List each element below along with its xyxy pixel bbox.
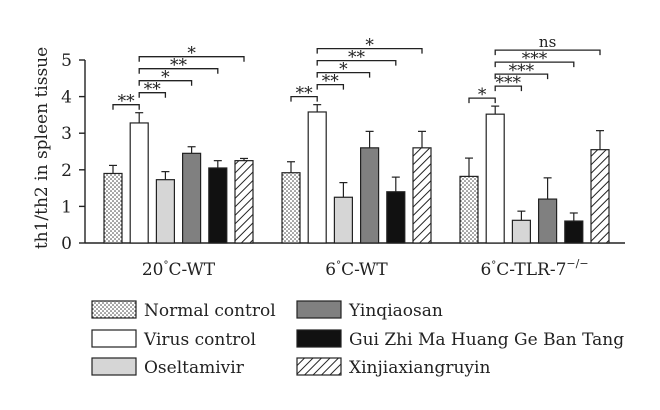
significance-bracket <box>138 92 167 98</box>
legend-swatch <box>91 329 137 348</box>
bar <box>155 179 175 244</box>
significance-brackets: **************************ns <box>112 33 601 112</box>
significance-label: ** <box>296 84 314 104</box>
significance-bracket <box>138 80 193 86</box>
legend-label: Gui Zhi Ma Huang Ge Ban Tang <box>349 330 624 350</box>
legend-label: Yinqiaosan <box>348 301 443 321</box>
significance-label: *** <box>522 49 548 69</box>
significance-bracket <box>290 96 318 102</box>
bar <box>590 149 610 244</box>
bar <box>511 219 532 244</box>
bar <box>281 172 301 244</box>
significance-bracket <box>494 85 523 92</box>
legend-label: Virus control <box>143 330 256 350</box>
y-tick-label: 0 <box>61 234 72 254</box>
group-label: 20°C-WT <box>142 260 216 280</box>
y-tick-label: 1 <box>61 197 72 217</box>
bar <box>129 122 149 244</box>
legend-label: Oseltamivir <box>144 358 245 378</box>
bar <box>307 111 327 244</box>
significance-bracket <box>494 73 549 80</box>
y-tick-label: 4 <box>61 88 72 108</box>
bars <box>103 104 610 244</box>
bar <box>103 172 123 244</box>
significance-label: * <box>161 68 170 88</box>
significance-bracket <box>316 84 345 90</box>
bar <box>564 220 584 244</box>
significance-bracket <box>138 56 245 62</box>
legend-label: Normal control <box>144 301 276 321</box>
significance-label: * <box>339 60 348 80</box>
significance-bracket <box>494 49 601 56</box>
bar <box>459 175 479 244</box>
bar <box>412 147 432 244</box>
significance-bracket <box>316 72 371 78</box>
significance-label: ** <box>170 56 188 76</box>
significance-label: * <box>187 44 196 64</box>
y-axis-label: th1/th2 in spleen tissue <box>32 47 52 249</box>
bar <box>485 113 505 244</box>
significance-label: ** <box>144 80 162 100</box>
significance-label: ** <box>118 92 136 112</box>
significance-bracket <box>138 68 219 74</box>
legend-swatch <box>296 329 342 348</box>
bar <box>234 160 254 244</box>
significance-label: * <box>365 36 374 56</box>
significance-label: ** <box>348 48 366 68</box>
axes: 0 1 2 3 4 5 20°C-WT 6°C-WT 6°C-TLR-7−/− <box>61 51 625 280</box>
y-tick-label: 3 <box>61 124 72 144</box>
group-label: 6°C-WT <box>325 260 388 280</box>
significance-label: * <box>478 85 487 105</box>
significance-label: ** <box>322 72 340 92</box>
significance-bracket <box>316 48 423 54</box>
legend-swatch <box>91 357 137 376</box>
significance-label: ns <box>539 33 556 51</box>
bar <box>333 196 353 244</box>
significance-label: *** <box>509 61 535 81</box>
legend-swatch <box>296 357 342 376</box>
bar <box>182 152 202 244</box>
legend-swatch <box>91 300 137 319</box>
significance-bracket <box>316 60 397 66</box>
bar <box>386 191 406 244</box>
legend: Normal control Virus control Oseltamivir Yi… <box>91 300 624 378</box>
group-label: 6°C-TLR-7−/− <box>480 257 588 280</box>
bar <box>537 198 558 244</box>
significance-bracket <box>494 61 575 68</box>
y-tick-label: 2 <box>61 161 72 181</box>
bar <box>208 167 228 244</box>
significance-bracket <box>468 97 496 104</box>
legend-label: Xinjiaxiangruyin <box>349 358 490 378</box>
legend-swatch <box>296 300 342 319</box>
bar <box>360 147 380 244</box>
significance-bracket <box>112 104 140 110</box>
y-tick-label: 5 <box>61 51 72 71</box>
significance-label: *** <box>496 73 522 93</box>
